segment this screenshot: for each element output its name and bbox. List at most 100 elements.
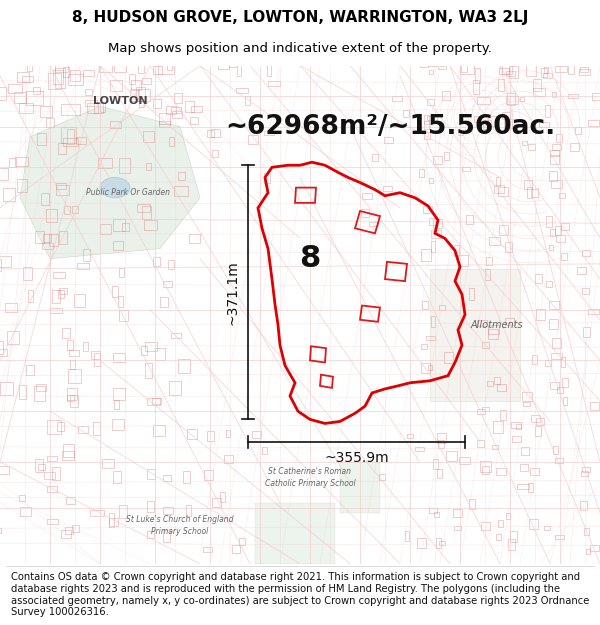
Bar [428,178,433,183]
Bar [70,361,75,369]
Bar [434,512,439,517]
Bar [478,440,484,447]
Bar [550,151,559,156]
Bar [59,288,67,294]
Bar [460,62,475,74]
Bar [110,121,121,127]
Bar [535,274,542,283]
Bar [477,320,487,326]
Bar [482,342,490,348]
Bar [142,78,151,84]
Bar [113,388,125,400]
Bar [56,183,65,189]
Bar [163,475,171,481]
Bar [98,158,112,168]
Bar [428,365,433,371]
Bar [562,253,567,260]
Bar [429,70,433,74]
Text: Public Park Or Garden: Public Park Or Garden [86,188,170,198]
Bar [531,415,540,422]
Bar [36,384,46,391]
Bar [58,422,64,431]
Bar [3,188,14,201]
Bar [580,68,588,72]
Bar [171,107,181,112]
Bar [496,534,500,540]
Bar [72,524,79,532]
Bar [523,402,530,406]
Bar [498,188,508,196]
Bar [27,62,32,71]
Bar [236,88,248,94]
Bar [88,102,98,113]
Bar [555,535,563,539]
Bar [550,156,559,164]
Bar [407,434,413,439]
Bar [62,328,70,338]
Bar [568,64,574,74]
Bar [454,526,461,531]
Bar [511,531,517,542]
Bar [559,192,565,198]
Bar [119,268,124,276]
Bar [65,528,73,534]
Bar [487,381,493,386]
Bar [245,96,250,106]
Bar [424,116,430,124]
Bar [53,272,65,278]
Bar [527,144,535,149]
Bar [433,156,442,164]
Bar [48,73,61,89]
Bar [426,336,435,341]
Bar [0,466,9,474]
Bar [541,68,547,78]
Bar [94,352,100,366]
Bar [92,422,100,435]
Bar [524,180,532,189]
Bar [72,206,77,212]
Bar [545,360,551,366]
Bar [187,429,197,439]
Bar [577,267,586,274]
Bar [544,526,550,530]
Text: St Luke's Church of England
Primary School: St Luke's Church of England Primary Scho… [126,515,234,536]
Text: Contains OS data © Crown copyright and database right 2021. This information is : Contains OS data © Crown copyright and d… [11,572,589,617]
Bar [549,301,559,309]
Bar [147,501,154,512]
Bar [460,457,470,464]
Bar [190,234,200,242]
Bar [32,87,40,94]
Bar [137,64,144,72]
Bar [588,119,599,126]
Bar [458,130,463,135]
Bar [553,446,557,454]
Bar [530,468,539,474]
Bar [218,58,229,69]
Bar [340,462,380,513]
Bar [148,531,154,538]
Bar [119,309,128,321]
Bar [61,104,80,114]
Bar [552,338,561,348]
Bar [159,121,170,127]
Bar [85,89,92,95]
Bar [47,519,58,524]
Bar [204,470,213,481]
Bar [160,296,168,308]
Bar [38,464,45,471]
Bar [58,290,64,298]
Bar [543,72,552,78]
Bar [438,64,446,69]
Bar [488,325,499,334]
Bar [266,64,271,76]
Bar [185,101,194,112]
Bar [112,286,118,297]
Bar [494,185,504,194]
Bar [112,419,124,429]
Text: ~355.9m: ~355.9m [324,451,389,465]
Bar [437,433,446,442]
Bar [146,469,155,479]
Bar [521,141,527,145]
Bar [144,221,157,230]
Bar [191,106,202,112]
